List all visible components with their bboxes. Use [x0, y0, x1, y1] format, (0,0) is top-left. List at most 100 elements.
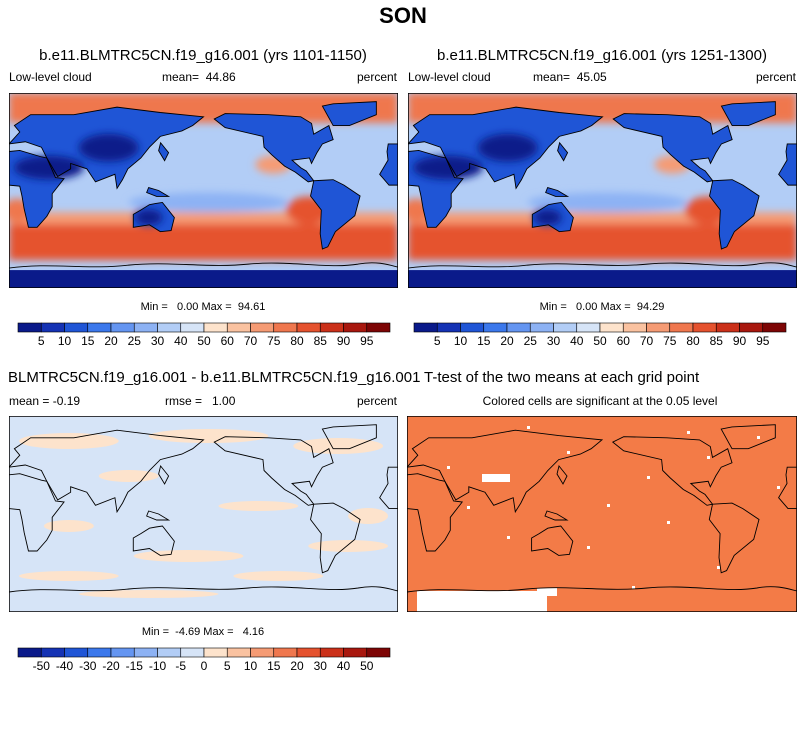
- panel-stats: Min = -4.69 Max = 4.16: [142, 626, 264, 638]
- panel-subtitle: Colored cells are significant at the 0.0…: [483, 394, 718, 408]
- colorbar-box: [296, 322, 321, 333]
- colorbar-label: 85: [314, 334, 328, 348]
- panel-title: b.e11.BLMTRC5CN.f19_g16.001 (yrs 1101-11…: [39, 47, 367, 64]
- colorbar-box: [343, 647, 368, 658]
- colorbar-label: 20: [500, 334, 514, 348]
- colorbar-box: [669, 322, 694, 333]
- colorbar-label: 80: [686, 334, 700, 348]
- colorbar-box: [366, 322, 391, 333]
- colorbar-label: 5: [434, 334, 441, 348]
- colorbar-label: 40: [337, 659, 351, 673]
- colorbar-box: [64, 647, 89, 658]
- colorbar-box: [17, 322, 42, 333]
- colorbar-box: [87, 322, 112, 333]
- colorbar-label: 85: [710, 334, 724, 348]
- colorbar-box: [646, 322, 671, 333]
- colorbar-label: -50: [33, 659, 51, 673]
- colorbar-label: 30: [547, 334, 561, 348]
- colorbar-box: [273, 322, 298, 333]
- colorbar: 5 10 15 20 25 30 40 50 60 70 75 80 85 90 95: [17, 322, 391, 348]
- colorbar-box: [762, 322, 787, 333]
- colorbar-label: 5: [224, 659, 231, 673]
- colorbar-box: [460, 322, 485, 333]
- colorbar-label: 90: [733, 334, 747, 348]
- panel-right-label: percent: [357, 394, 398, 408]
- colorbar-box: [40, 322, 65, 333]
- colorbar-box: [529, 322, 554, 333]
- colorbar-box: [157, 322, 182, 333]
- colorbar-label: 70: [244, 334, 258, 348]
- colorbar-label: 95: [360, 334, 374, 348]
- colorbar-box: [110, 647, 135, 658]
- colorbar-label: 75: [267, 334, 281, 348]
- colorbar-box: [296, 647, 321, 658]
- colorbar-label: -30: [79, 659, 97, 673]
- panel-title: T-test of the two means at each grid poi…: [424, 369, 700, 386]
- colorbar-label: 70: [640, 334, 654, 348]
- panel-stats: Min = 0.00 Max = 94.29: [540, 301, 665, 313]
- colorbar-label: 20: [290, 659, 304, 673]
- colorbar-box: [599, 322, 624, 333]
- colorbar-label: 90: [337, 334, 351, 348]
- colorbar-label: 80: [290, 334, 304, 348]
- colorbar-label: 25: [128, 334, 142, 348]
- colorbar-label: 15: [267, 659, 281, 673]
- colorbar-box: [133, 647, 158, 658]
- colorbar-label: 95: [756, 334, 770, 348]
- colorbar-box: [40, 647, 65, 658]
- colorbar-box: [157, 647, 182, 658]
- colorbar-box: [692, 322, 717, 333]
- colorbar-label: 10: [58, 334, 72, 348]
- colorbar-label: 40: [570, 334, 584, 348]
- panel-left-label: Low-level cloud: [408, 70, 491, 84]
- colorbar-label: -5: [175, 659, 186, 673]
- colorbar-box: [203, 322, 228, 333]
- panel-center-label: mean= 44.86: [162, 70, 236, 84]
- colorbar-label: 20: [104, 334, 118, 348]
- colorbar-label: -15: [126, 659, 144, 673]
- colorbar-box: [250, 322, 275, 333]
- panel-left-label: mean = -0.19: [9, 394, 80, 408]
- colorbar-label: 30: [314, 659, 328, 673]
- colorbar-box: [64, 322, 89, 333]
- colorbar-box: [226, 647, 251, 658]
- colorbar-box: [87, 647, 112, 658]
- colorbar-label: 40: [174, 334, 188, 348]
- map: [9, 93, 398, 288]
- colorbar-label: -40: [56, 659, 74, 673]
- colorbar-label: 10: [244, 659, 258, 673]
- colorbar-label: 50: [593, 334, 607, 348]
- colorbar-label: 30: [151, 334, 165, 348]
- colorbar-label: -10: [149, 659, 167, 673]
- panel-right-label: percent: [357, 70, 398, 84]
- colorbar-box: [203, 647, 228, 658]
- colorbar-label: 15: [477, 334, 491, 348]
- colorbar-box: [226, 322, 251, 333]
- colorbar-box: [576, 322, 601, 333]
- colorbar-label: -20: [102, 659, 120, 673]
- panel-stats: Min = 0.00 Max = 94.61: [141, 301, 266, 313]
- map: [408, 93, 797, 288]
- colorbar-label: 15: [81, 334, 95, 348]
- panel-title: BLMTRC5CN.f19_g16.001 - b.e11.BLMTRC5CN.…: [8, 369, 420, 386]
- colorbar-box: [180, 647, 205, 658]
- colorbar-box: [413, 322, 438, 333]
- colorbar-label: 25: [524, 334, 538, 348]
- panel-right-label: percent: [756, 70, 797, 84]
- colorbar-box: [483, 322, 508, 333]
- colorbar-label: 50: [360, 659, 374, 673]
- panel-title: b.e11.BLMTRC5CN.f19_g16.001 (yrs 1251-13…: [437, 47, 767, 64]
- colorbar-label: 75: [663, 334, 677, 348]
- colorbar-label: 60: [617, 334, 631, 348]
- colorbar-box: [110, 322, 135, 333]
- colorbar-box: [366, 647, 391, 658]
- colorbar: -50 -40 -30 -20 -15 -10 -5 0 5 10 15 20 30 40 50: [17, 647, 391, 673]
- map: [9, 416, 398, 612]
- panel-center-label: rmse = 1.00: [165, 394, 236, 408]
- panel-center-label: mean= 45.05: [533, 70, 607, 84]
- colorbar-box: [133, 322, 158, 333]
- colorbar: 5 10 15 20 25 30 40 50 60 70 75 80 85 90 95: [413, 322, 787, 348]
- map: [407, 416, 797, 612]
- colorbar-box: [553, 322, 578, 333]
